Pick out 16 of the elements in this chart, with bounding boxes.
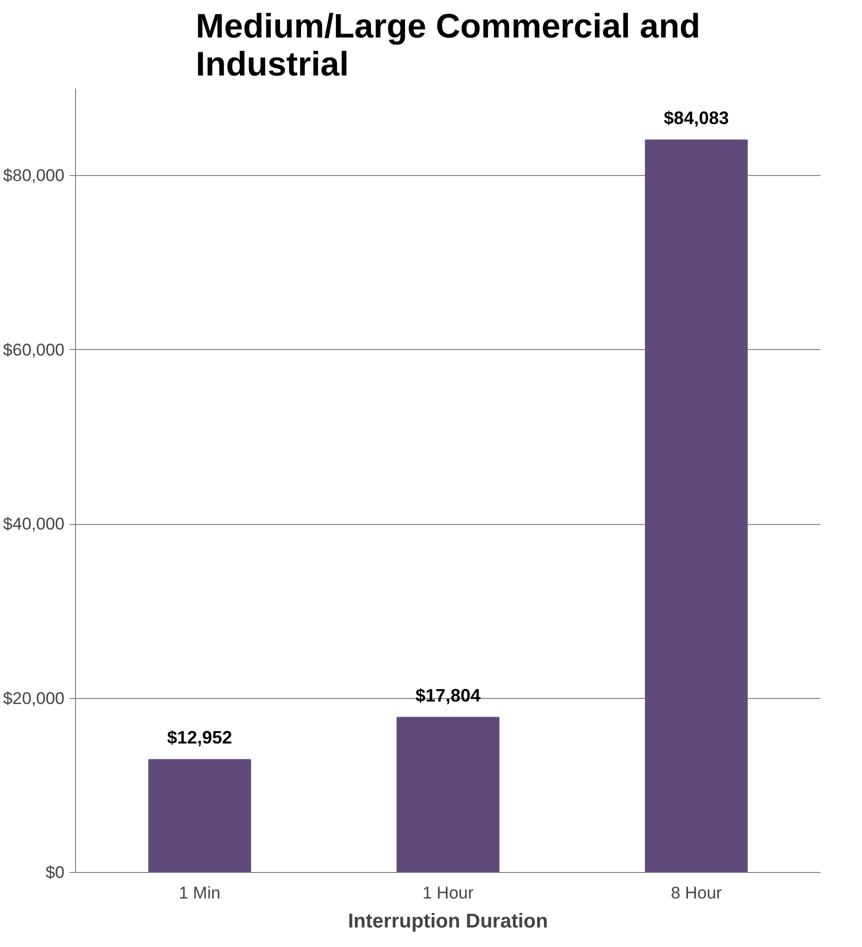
y-tick-label: $60,000 <box>3 340 64 360</box>
x-axis-title: Interruption Duration <box>348 910 548 932</box>
x-tick-label: 8 Hour <box>670 884 722 902</box>
y-tick-label: $20,000 <box>3 688 64 708</box>
y-tick-label: $0 <box>46 863 65 882</box>
data-label: $84,083 <box>664 108 729 128</box>
bar <box>148 759 252 872</box>
y-tick-label: $80,000 <box>3 166 64 186</box>
x-tick-label: 1 Min <box>178 884 220 902</box>
data-label: $17,804 <box>415 685 481 706</box>
x-tick-label: 1 Hour <box>422 884 474 902</box>
bar <box>644 140 748 872</box>
bar <box>396 716 500 872</box>
y-tick-label: $40,000 <box>3 514 64 534</box>
chart-title: Medium/Large Commercial and Industrial <box>196 8 700 84</box>
data-label: $12,952 <box>167 728 232 748</box>
